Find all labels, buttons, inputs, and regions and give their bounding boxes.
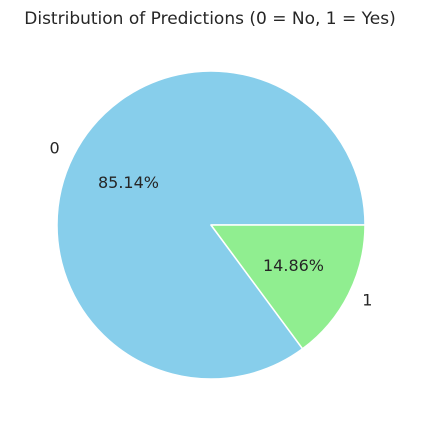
category-label-0: 0: [50, 138, 60, 157]
chart-title: Distribution of Predictions (0 = No, 1 =…: [24, 9, 395, 29]
percent-label-1: 14.86%: [263, 256, 324, 275]
pie-slices: [56, 70, 366, 380]
pie-labels: 0 85.14% 1 14.86%: [50, 138, 373, 309]
percent-label-0: 85.14%: [98, 173, 159, 192]
pie-slice-1: [210, 224, 366, 350]
category-label-1: 1: [362, 291, 372, 310]
